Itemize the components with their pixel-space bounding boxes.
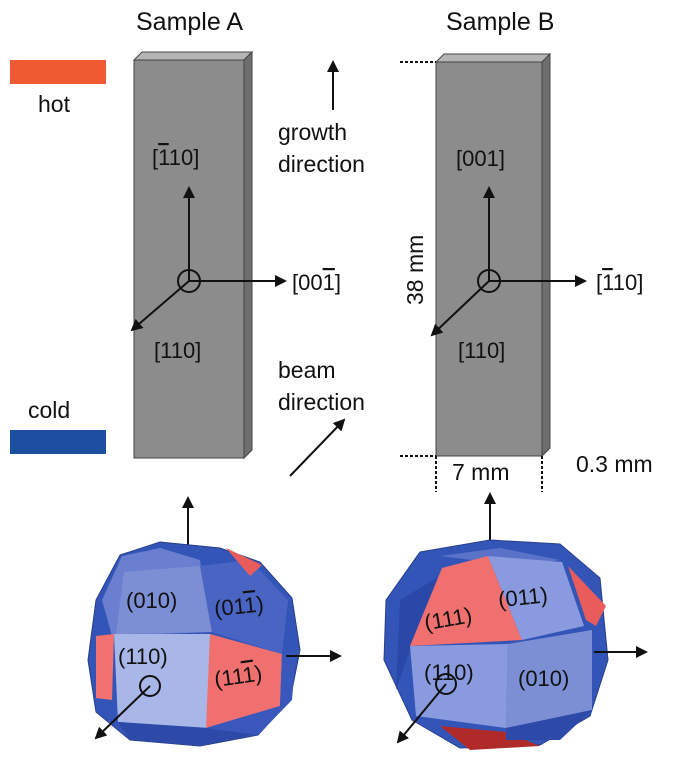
legend-hot-label: hot [38,91,71,117]
crystal-b-face-front: (110) [424,660,474,685]
sample-b-axis-up-label: [001] [456,146,505,171]
crystal-b-face-top: (011) [497,582,549,612]
sample-a-axis-up-label: [110] [152,145,199,170]
crystal-a-front-axis [94,675,161,740]
legend-cold-label: cold [28,397,70,423]
crystal-a-face-top-right: (011) [213,591,265,621]
sample-a-axis-right-label: [001] [292,270,341,295]
width-dimension-label: 7 mm [452,459,510,485]
crystal-b-front-axis [396,673,457,744]
crystal-a-face-right-red: (111) [213,660,264,691]
growth-label-line1: growth [278,119,347,145]
beam-label-line1: beam [278,357,336,383]
sample-a-bar [132,50,254,460]
crystal-a-face-top: (010) [126,588,177,613]
dimension-lines [400,61,543,492]
legend-cold-swatch [10,430,106,454]
crystal-a-face-front: (110) [118,644,168,669]
sample-b-axis-right-label: [110] [596,270,643,295]
growth-label-line2: direction [278,151,365,177]
crystal-b [383,539,609,750]
sample-a-axis-diag-label: [110] [154,338,201,363]
beam-label-line2: direction [278,389,365,415]
legend-hot-swatch [10,60,106,84]
sample-a-title: Sample A [136,8,243,36]
sample-a-axes [130,186,287,332]
sample-b-title: Sample B [446,8,554,36]
beam-direction-arrow [289,418,346,477]
height-dimension-label: 38 mm [402,235,428,305]
thickness-dimension-label: 0.3 mm [576,451,653,477]
crystal-b-face-right: (010) [518,666,569,691]
sample-b-axes [430,186,587,337]
sample-b-bar [434,52,552,458]
sample-b-axis-diag-label: [110] [458,338,505,363]
